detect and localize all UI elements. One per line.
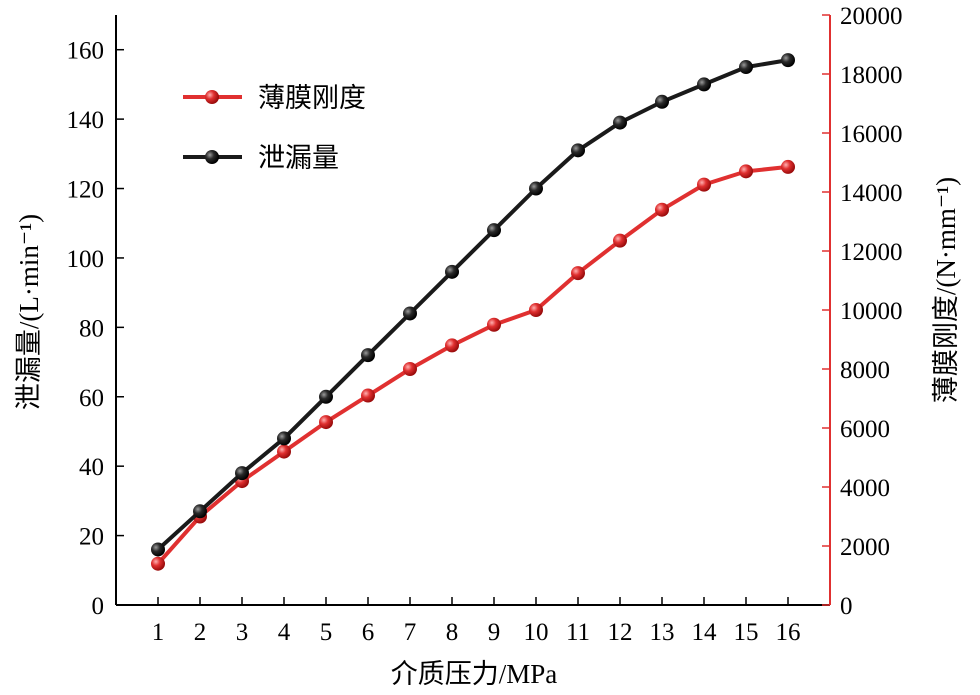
y-left-tick-label: 60 — [79, 385, 104, 412]
x-tick-label: 11 — [566, 619, 590, 646]
data-point-stiffness — [151, 556, 165, 571]
y-left-tick-label: 80 — [79, 315, 104, 342]
y-left-tick-label: 40 — [79, 454, 104, 481]
y-axis-left-label: 泄漏量/(L·min⁻¹) — [14, 214, 44, 410]
y-right-tick-label: 6000 — [840, 416, 890, 443]
y-right-tick-label: 18000 — [840, 62, 903, 89]
y-left-tick-label: 160 — [67, 38, 105, 65]
legend-swatch-marker-leakage — [205, 150, 219, 164]
y-axis-right-label: 薄膜刚度/(N·mm⁻¹) — [931, 177, 961, 403]
x-axis-label: 介质压力/MPa — [391, 659, 558, 689]
x-tick-label: 14 — [692, 619, 718, 646]
x-tick-label: 2 — [194, 619, 207, 646]
data-point-leakage — [445, 264, 459, 279]
legend-swatch-marker-stiffness — [205, 90, 219, 104]
data-point-leakage — [319, 389, 333, 404]
data-point-stiffness — [739, 164, 753, 179]
x-tick-label: 12 — [608, 619, 633, 646]
data-point-stiffness — [781, 159, 795, 174]
x-tick-label: 4 — [278, 619, 291, 646]
x-tick-label: 6 — [362, 619, 375, 646]
data-point-leakage — [277, 431, 291, 446]
series-line-stiffness — [156, 164, 789, 566]
data-point-stiffness — [697, 177, 711, 192]
data-point-leakage — [193, 504, 207, 519]
data-point-leakage — [361, 348, 375, 363]
y-right-tick-label: 4000 — [840, 475, 890, 502]
data-point-leakage — [697, 77, 711, 92]
y-right-tick-label: 16000 — [840, 121, 903, 148]
data-point-leakage — [403, 306, 417, 321]
data-point-stiffness — [655, 202, 669, 217]
y-left-tick-label: 20 — [79, 524, 104, 551]
x-tick-label: 1 — [152, 619, 165, 646]
data-point-stiffness — [361, 388, 375, 403]
x-tick-label: 10 — [524, 619, 549, 646]
data-point-leakage — [613, 115, 627, 130]
series-line-leakage — [156, 58, 789, 551]
data-point-leakage — [529, 181, 543, 196]
x-tick-label: 13 — [650, 619, 675, 646]
y-right-tick-label: 14000 — [840, 180, 903, 207]
data-point-stiffness — [277, 444, 291, 459]
y-left-tick-label: 100 — [67, 246, 105, 273]
data-point-stiffness — [613, 233, 627, 248]
data-point-stiffness — [445, 338, 459, 353]
y-right-tick-label: 2000 — [840, 534, 890, 561]
data-point-stiffness — [403, 362, 417, 376]
legend-label-leakage: 泄漏量 — [258, 143, 339, 173]
y-right-tick-label: 12000 — [840, 239, 903, 266]
x-tick-label: 9 — [488, 619, 501, 646]
y-right-tick-label: 10000 — [840, 298, 903, 325]
data-point-leakage — [487, 223, 501, 238]
axes-layer: 1 2 3 4 5 6 7 8 9 10 11 12 13 14 15 1602040608010012014… — [67, 3, 903, 646]
x-tick-label: 16 — [776, 619, 801, 646]
x-tick-label: 5 — [320, 619, 333, 646]
y-left-tick-label: 140 — [67, 107, 105, 134]
legend: 薄膜刚度 泄漏量 — [183, 83, 366, 173]
data-point-leakage — [655, 94, 669, 109]
x-tick-label: 3 — [236, 619, 249, 646]
data-point-leakage — [571, 143, 585, 158]
data-point-stiffness — [529, 303, 543, 317]
data-point-leakage — [235, 466, 249, 481]
series-layer — [151, 53, 795, 571]
legend-label-stiffness: 薄膜刚度 — [258, 83, 366, 113]
data-point-leakage — [781, 53, 795, 68]
data-point-stiffness — [487, 317, 501, 332]
legend-item-leakage: 泄漏量 — [183, 143, 339, 173]
data-point-leakage — [739, 60, 753, 75]
data-point-leakage — [151, 542, 165, 557]
y-left-tick-label: 120 — [67, 177, 105, 204]
x-tick-label: 7 — [404, 619, 417, 646]
y-right-tick-label: 8000 — [840, 357, 890, 384]
data-point-stiffness — [571, 266, 585, 281]
y-right-tick-label: 20000 — [840, 3, 903, 30]
y-left-tick-label: 0 — [92, 593, 105, 620]
x-tick-label: 15 — [734, 619, 759, 646]
y-right-tick-label: 0 — [840, 593, 853, 620]
data-point-stiffness — [319, 415, 333, 430]
legend-item-stiffness: 薄膜刚度 — [183, 83, 366, 113]
x-tick-label: 8 — [446, 619, 459, 646]
